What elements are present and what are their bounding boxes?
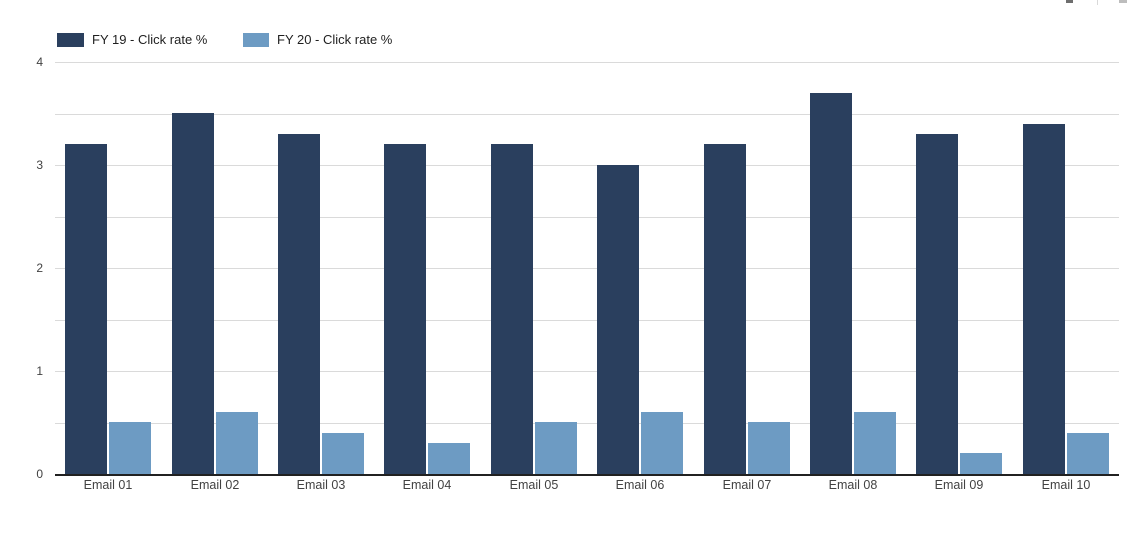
legend-label-fy20: FY 20 - Click rate % bbox=[277, 32, 393, 47]
bar-fy19-email-04[interactable] bbox=[384, 144, 426, 474]
legend-swatch-fy20-icon bbox=[243, 33, 269, 47]
bar-fy19-email-06[interactable] bbox=[597, 165, 639, 474]
x-axis-line bbox=[55, 474, 1119, 476]
gridline bbox=[55, 371, 1119, 372]
bar-fy19-email-05[interactable] bbox=[491, 144, 533, 474]
gridline bbox=[55, 320, 1119, 321]
cropped-toolbar-divider-icon bbox=[1097, 0, 1098, 5]
bar-fy20-email-02[interactable] bbox=[216, 412, 258, 474]
y-axis-tick-label: 4 bbox=[36, 55, 43, 69]
bar-fy20-email-05[interactable] bbox=[535, 422, 577, 474]
gridline bbox=[55, 114, 1119, 115]
bar-fy19-email-09[interactable] bbox=[916, 134, 958, 474]
bar-fy20-email-04[interactable] bbox=[428, 443, 470, 474]
bar-fy19-email-10[interactable] bbox=[1023, 124, 1065, 474]
bar-fy19-email-02[interactable] bbox=[172, 113, 214, 474]
cropped-toolbar-icon[interactable] bbox=[1066, 0, 1073, 3]
bar-fy19-email-01[interactable] bbox=[65, 144, 107, 474]
y-axis-tick-label: 0 bbox=[36, 467, 43, 481]
legend-swatch-fy19-icon bbox=[57, 33, 84, 47]
legend-item-fy19[interactable]: FY 19 - Click rate % bbox=[57, 31, 207, 49]
gridline bbox=[55, 217, 1119, 218]
legend-label-fy19: FY 19 - Click rate % bbox=[92, 32, 208, 47]
x-axis-label: Email 08 bbox=[828, 478, 878, 492]
x-axis-label: Email 04 bbox=[402, 478, 452, 492]
x-axis-label: Email 07 bbox=[722, 478, 772, 492]
gridline bbox=[55, 423, 1119, 424]
x-axis-label: Email 10 bbox=[1041, 478, 1091, 492]
cropped-toolbar-icon[interactable] bbox=[1119, 0, 1127, 3]
x-axis-label: Email 01 bbox=[83, 478, 133, 492]
gridline bbox=[55, 165, 1119, 166]
y-axis-tick-label: 3 bbox=[36, 158, 43, 172]
bar-fy19-email-08[interactable] bbox=[810, 93, 852, 474]
x-axis-label: Email 02 bbox=[190, 478, 240, 492]
bar-fy20-email-07[interactable] bbox=[748, 422, 790, 474]
x-axis-label: Email 03 bbox=[296, 478, 346, 492]
x-axis-label: Email 09 bbox=[934, 478, 984, 492]
bar-fy20-email-03[interactable] bbox=[322, 433, 364, 474]
bar-fy20-email-01[interactable] bbox=[109, 422, 151, 474]
bar-fy20-email-08[interactable] bbox=[854, 412, 896, 474]
gridline bbox=[55, 62, 1119, 63]
x-axis-label: Email 05 bbox=[509, 478, 559, 492]
bar-fy19-email-03[interactable] bbox=[278, 134, 320, 474]
gridline bbox=[55, 268, 1119, 269]
y-axis-tick-label: 1 bbox=[36, 364, 43, 378]
bar-fy20-email-10[interactable] bbox=[1067, 433, 1109, 474]
bar-fy20-email-09[interactable] bbox=[960, 453, 1002, 474]
bar-fy19-email-07[interactable] bbox=[704, 144, 746, 474]
x-axis-label: Email 06 bbox=[615, 478, 665, 492]
y-axis-tick-label: 2 bbox=[36, 261, 43, 275]
legend-item-fy20[interactable]: FY 20 - Click rate % bbox=[243, 31, 392, 49]
bar-fy20-email-06[interactable] bbox=[641, 412, 683, 474]
